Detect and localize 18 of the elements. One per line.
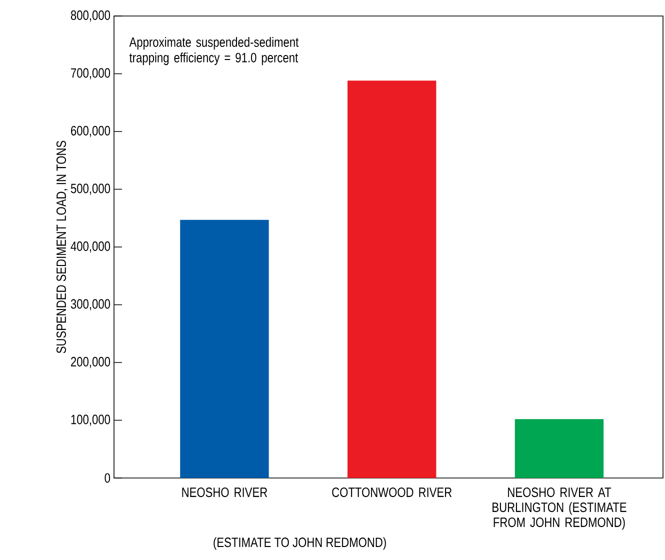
y-tick-label: 0 [104, 473, 110, 483]
y-tick-label: 100,000 [71, 414, 110, 426]
bar [347, 80, 436, 478]
y-tick-label: 400,000 [70, 241, 110, 253]
y-axis-title: SUSPENDED SEDIMENT LOAD, IN TONS [56, 140, 68, 354]
y-tick-label: 600,000 [71, 126, 110, 138]
text: (ESTIMATE TO JOHN REDMOND) [214, 537, 386, 550]
x-tick-label: COTTONWOOD RIVER [332, 488, 452, 498]
x-tick-label: NEOSHO RIVER AT BURLINGTON (ESTIMATE FROM JOHN REDMOND) [492, 488, 626, 530]
y-tick-label: 800,000 [70, 10, 110, 22]
x-tick-label: NEOSHO RIVER [182, 488, 268, 498]
y-tick-label: 500,000 [70, 184, 110, 195]
y-tick-label: 300,000 [70, 299, 110, 310]
bar [180, 220, 269, 478]
bar [514, 419, 604, 478]
annotation: Approximate suspended-sediment trapping efficiency = 91.0 percent [129, 36, 299, 66]
y-tick-label: 700,000 [71, 68, 110, 80]
y-tick-label: 200,000 [71, 356, 110, 368]
